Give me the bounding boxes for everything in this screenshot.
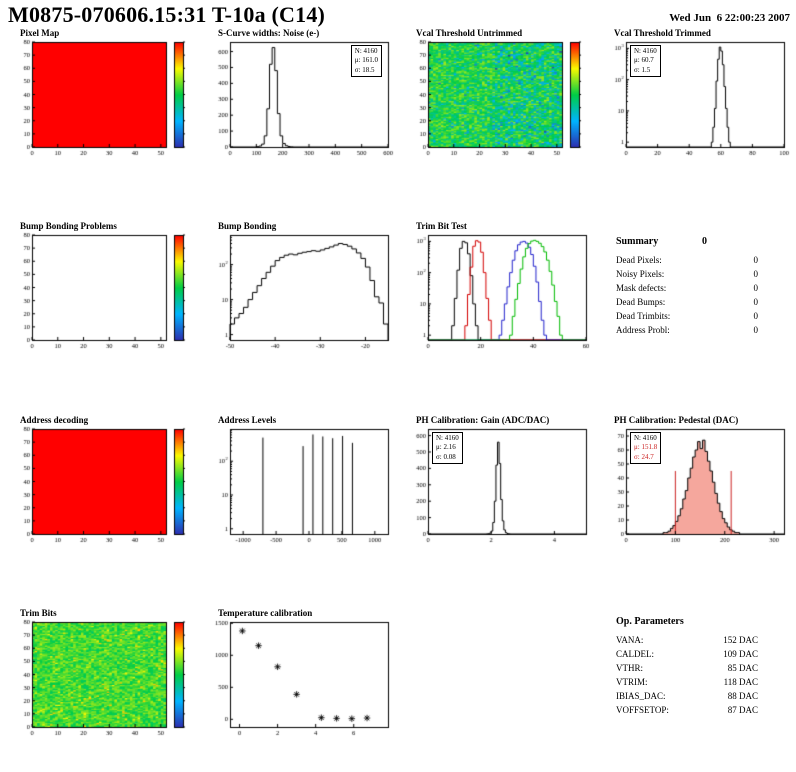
scurve-noise-panel: S-Curve widths: Noise (e-) N: 4160 μ: 161.… — [204, 28, 398, 165]
summary-row: Dead Trimbits: 0 — [616, 309, 758, 323]
summary-row-value: 0 — [753, 311, 759, 321]
address-levels-panel: Address Levels — [204, 415, 398, 552]
bump-problems-canvas — [6, 231, 200, 356]
op-parameters-rows: VANA: 152 DAC CALDEL: 109 DAC VTHR: 85 DAC VTR… — [616, 633, 758, 717]
op-parameter-row: VANA: 152 DAC — [616, 633, 758, 647]
bump-bonding-panel: Bump Bonding — [204, 221, 398, 358]
summary-row: Dead Pixels: 0 — [616, 253, 758, 267]
summary-row-value: 0 — [753, 283, 759, 293]
trim-bits-canvas — [6, 618, 200, 743]
op-parameter-row: IBIAS_DAC: 88 DAC — [616, 689, 758, 703]
op-parameter-row-label: VANA: — [616, 635, 644, 645]
trim-bits-panel: Trim Bits — [6, 608, 200, 745]
trim-bit-test-title: Trim Bit Test — [416, 221, 467, 231]
vcal-untrimmed-title: Vcal Threshold Untrimmed — [416, 28, 523, 38]
bump-problems-panel: Bump Bonding Problems — [6, 221, 200, 358]
ph-pedestal-stats-line: μ: 151.8 — [634, 443, 658, 452]
scurve-noise-title: S-Curve widths: Noise (e-) — [218, 28, 320, 38]
scurve-noise-stats-line: μ: 161.0 — [354, 56, 378, 65]
summary-row: Noisy Pixels: 0 — [616, 267, 758, 281]
timestamp: Wed Jun 6 22:00:23 2007 — [669, 12, 790, 24]
ph-gain-stats-line: μ: 2.16 — [436, 443, 456, 452]
vcal-trimmed-title: Vcal Threshold Trimmed — [614, 28, 711, 38]
op-parameter-row-label: VTHR: — [616, 663, 643, 673]
ph-pedestal-stats-line: N: 4160 — [634, 434, 657, 442]
summary-row-label: Noisy Pixels: — [616, 269, 665, 279]
summary-row-label: Dead Bumps: — [616, 297, 666, 307]
trim-bit-test-panel: Trim Bit Test — [402, 221, 596, 358]
ph-pedestal-stats-box: N: 4160 μ: 151.8 σ: 24.7 — [630, 432, 662, 465]
vcal-trimmed-stats-line: N: 4160 — [634, 47, 657, 55]
op-parameter-row-value: 87 DAC — [727, 705, 758, 715]
op-parameter-row-value: 152 DAC — [723, 635, 758, 645]
summary-total: 0 — [702, 236, 707, 247]
summary-block: Summary 0 Dead Pixels: 0 Noisy Pixels: 0 Mas… — [616, 236, 758, 337]
address-levels-title: Address Levels — [218, 415, 277, 425]
op-parameter-row-label: VTRIM: — [616, 677, 648, 687]
op-parameter-row-value: 85 DAC — [727, 663, 758, 673]
summary-row-label: Dead Trimbits: — [616, 311, 671, 321]
bump-bonding-canvas — [204, 231, 398, 356]
summary-row-label: Mask defects: — [616, 283, 667, 293]
vcal-untrimmed-panel: Vcal Threshold Untrimmed — [402, 28, 596, 165]
temperature-calibration-panel: Temperature calibration — [204, 608, 398, 745]
vcal-trimmed-stats-box: N: 4160 μ: 60.7 σ: 1.5 — [630, 45, 661, 78]
bump-bonding-title: Bump Bonding — [218, 221, 277, 231]
op-parameter-row: VTRIM: 118 DAC — [616, 675, 758, 689]
address-levels-canvas — [204, 425, 398, 550]
scurve-noise-stats-line: σ: 18.5 — [354, 65, 375, 74]
op-parameters-title: Op. Parameters — [616, 616, 684, 627]
summary-header: Summary 0 — [616, 236, 758, 247]
ph-gain-stats-line: N: 4160 — [436, 434, 459, 442]
ph-gain-stats-box: N: 4160 μ: 2.16 σ: 0.08 — [432, 432, 463, 465]
temperature-calibration-title: Temperature calibration — [218, 608, 313, 618]
op-parameter-row-label: VOFFSETOP: — [616, 705, 669, 715]
op-parameter-row-label: IBIAS_DAC: — [616, 691, 666, 701]
vcal-trimmed-panel: Vcal Threshold Trimmed N: 4160 μ: 60.7 σ: 1… — [600, 28, 794, 165]
summary-row-label: Address Probl: — [616, 325, 670, 335]
vcal-trimmed-stats-line: μ: 60.7 — [634, 56, 654, 65]
summary-row-value: 0 — [753, 269, 759, 279]
ph-pedestal-stats-line: σ: 24.7 — [634, 452, 654, 461]
ph-gain-stats-line: σ: 0.08 — [436, 452, 456, 461]
op-parameter-row: VOFFSETOP: 87 DAC — [616, 703, 758, 717]
ph-gain-panel: PH Calibration: Gain (ADC/DAC) N: 4160 μ: … — [402, 415, 596, 552]
scurve-noise-stats-box: N: 4160 μ: 161.0 σ: 18.5 — [350, 45, 382, 78]
op-parameter-row-value: 118 DAC — [723, 677, 758, 687]
summary-row-label: Dead Pixels: — [616, 255, 662, 265]
ph-gain-title: PH Calibration: Gain (ADC/DAC) — [416, 415, 550, 425]
trim-bit-test-canvas — [402, 231, 596, 356]
trim-bits-title: Trim Bits — [20, 608, 57, 618]
pixel-map-title: Pixel Map — [20, 28, 60, 38]
op-parameters-block: Op. Parameters VANA: 152 DAC CALDEL: 109 DA… — [616, 616, 758, 717]
op-parameter-row-value: 88 DAC — [727, 691, 758, 701]
address-decoding-canvas — [6, 425, 200, 550]
summary-row: Address Probl: 0 — [616, 323, 758, 337]
summary-row-value: 0 — [753, 255, 759, 265]
temperature-calibration-canvas — [204, 618, 398, 743]
pixel-map-canvas — [6, 38, 200, 163]
scurve-noise-stats-line: N: 4160 — [354, 47, 378, 55]
ph-pedestal-panel: PH Calibration: Pedestal (DAC) N: 4160 μ: … — [600, 415, 794, 552]
summary-rows: Dead Pixels: 0 Noisy Pixels: 0 Mask defects:… — [616, 253, 758, 337]
address-decoding-title: Address decoding — [20, 415, 89, 425]
summary-title: Summary — [616, 236, 659, 247]
bump-problems-title: Bump Bonding Problems — [20, 221, 117, 231]
op-parameters-header: Op. Parameters — [616, 616, 758, 627]
op-parameter-row-value: 109 DAC — [723, 649, 758, 659]
page-title: M0875-070606.15:31 T-10a (C14) — [8, 2, 326, 27]
summary-row-value: 0 — [753, 325, 759, 335]
op-parameter-row: VTHR: 85 DAC — [616, 661, 758, 675]
vcal-trimmed-stats-line: σ: 1.5 — [634, 65, 651, 74]
ph-pedestal-title: PH Calibration: Pedestal (DAC) — [614, 415, 739, 425]
op-parameter-row: CALDEL: 109 DAC — [616, 647, 758, 661]
summary-row-value: 0 — [753, 297, 759, 307]
pixel-map-panel: Pixel Map — [6, 28, 200, 165]
vcal-untrimmed-canvas — [402, 38, 596, 163]
summary-row: Dead Bumps: 0 — [616, 295, 758, 309]
address-decoding-panel: Address decoding — [6, 415, 200, 552]
op-parameter-row-label: CALDEL: — [616, 649, 654, 659]
summary-row: Mask defects: 0 — [616, 281, 758, 295]
